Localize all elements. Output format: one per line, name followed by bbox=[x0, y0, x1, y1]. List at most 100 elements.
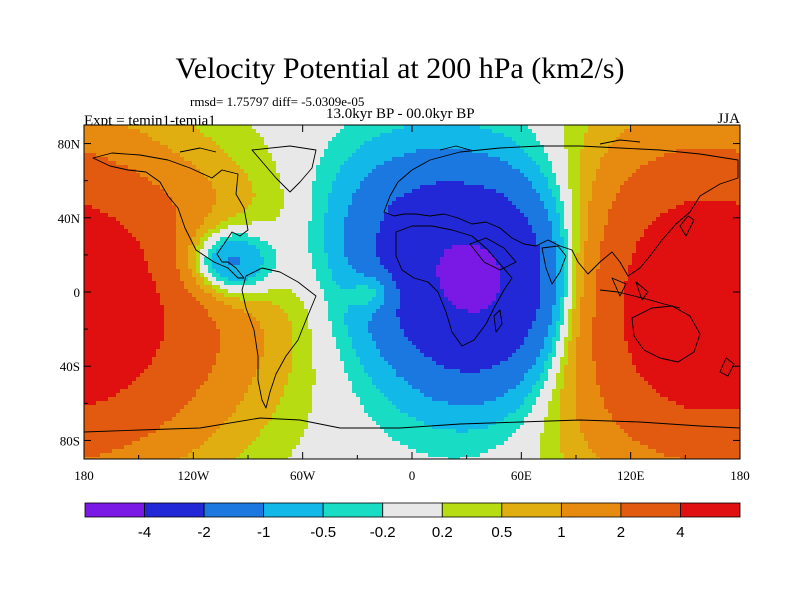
field-cell bbox=[128, 257, 133, 262]
field-cell bbox=[196, 277, 201, 282]
field-cell bbox=[120, 145, 125, 150]
field-cell bbox=[264, 305, 269, 310]
field-cell bbox=[124, 453, 129, 458]
field-cell bbox=[92, 201, 97, 206]
field-cell bbox=[264, 361, 269, 366]
field-cell bbox=[116, 329, 121, 334]
field-cell bbox=[200, 325, 205, 330]
field-cell bbox=[172, 345, 177, 350]
field-cell bbox=[196, 385, 201, 390]
field-cell bbox=[176, 153, 181, 158]
field-cell bbox=[296, 177, 301, 182]
field-cell bbox=[296, 345, 301, 350]
field-cell bbox=[184, 137, 189, 142]
field-cell bbox=[108, 317, 113, 322]
field-cell bbox=[232, 417, 237, 422]
field-cell bbox=[184, 129, 189, 134]
field-cell bbox=[164, 257, 169, 262]
field-cell bbox=[204, 337, 209, 342]
field-cell bbox=[312, 129, 317, 134]
field-cell bbox=[196, 153, 201, 158]
field-cell bbox=[96, 241, 101, 246]
field-cell bbox=[316, 377, 321, 382]
field-cell bbox=[208, 229, 213, 234]
field-cell bbox=[296, 253, 301, 258]
field-cell bbox=[252, 145, 257, 150]
field-cell bbox=[140, 213, 145, 218]
field-cell bbox=[224, 213, 229, 218]
field-cell bbox=[252, 157, 257, 162]
field-cell bbox=[276, 189, 281, 194]
field-cell bbox=[256, 173, 261, 178]
field-cell bbox=[152, 433, 157, 438]
field-cell bbox=[280, 213, 285, 218]
field-cell bbox=[248, 429, 253, 434]
field-cell bbox=[200, 345, 205, 350]
field-cell bbox=[256, 193, 261, 198]
field-cell bbox=[216, 309, 221, 314]
field-cell bbox=[304, 197, 309, 202]
field-cell bbox=[192, 241, 197, 246]
field-cell bbox=[88, 237, 93, 242]
field-cell bbox=[188, 149, 193, 154]
field-cell bbox=[212, 189, 217, 194]
field-cell bbox=[280, 261, 285, 266]
field-cell bbox=[132, 209, 137, 214]
field-cell bbox=[268, 365, 273, 370]
field-cell bbox=[184, 265, 189, 270]
field-cell bbox=[240, 141, 245, 146]
field-cell bbox=[124, 381, 129, 386]
field-cell bbox=[196, 333, 201, 338]
field-cell bbox=[304, 385, 309, 390]
field-cell bbox=[308, 353, 313, 358]
field-cell bbox=[304, 181, 309, 186]
field-cell bbox=[248, 205, 253, 210]
field-cell bbox=[156, 381, 161, 386]
field-cell bbox=[136, 241, 141, 246]
field-cell bbox=[104, 417, 109, 422]
field-cell bbox=[200, 313, 205, 318]
field-cell bbox=[156, 269, 161, 274]
field-cell bbox=[168, 301, 173, 306]
field-cell bbox=[112, 353, 117, 358]
field-cell bbox=[184, 233, 189, 238]
field-cell bbox=[192, 437, 197, 442]
field-cell bbox=[244, 133, 249, 138]
field-cell bbox=[204, 321, 209, 326]
field-cell bbox=[100, 357, 105, 362]
field-cell bbox=[180, 125, 185, 130]
field-cell bbox=[284, 277, 289, 282]
field-cell bbox=[260, 245, 265, 250]
field-cell bbox=[176, 357, 181, 362]
field-cell bbox=[112, 349, 117, 354]
field-cell bbox=[264, 205, 269, 210]
field-cell bbox=[132, 189, 137, 194]
field-cell bbox=[316, 381, 321, 386]
field-cell bbox=[132, 213, 137, 218]
field-cell bbox=[200, 281, 205, 286]
field-cell bbox=[96, 201, 101, 206]
field-cell bbox=[304, 305, 309, 310]
field-cell bbox=[164, 293, 169, 298]
field-cell bbox=[276, 153, 281, 158]
field-cell bbox=[92, 437, 97, 442]
field-cell bbox=[288, 421, 293, 426]
field-cell bbox=[244, 413, 249, 418]
field-cell bbox=[224, 389, 229, 394]
field-cell bbox=[292, 441, 297, 446]
field-cell bbox=[224, 225, 229, 230]
field-cell bbox=[92, 309, 97, 314]
field-cell bbox=[300, 385, 305, 390]
field-cell bbox=[188, 437, 193, 442]
field-cell bbox=[120, 197, 125, 202]
field-cell bbox=[108, 181, 113, 186]
field-cell bbox=[140, 421, 145, 426]
field-cell bbox=[300, 381, 305, 386]
field-cell bbox=[160, 297, 165, 302]
field-cell bbox=[316, 401, 321, 406]
field-cell bbox=[108, 245, 113, 250]
field-cell bbox=[216, 237, 221, 242]
field-cell bbox=[284, 325, 289, 330]
field-cell bbox=[224, 405, 229, 410]
field-cell bbox=[188, 313, 193, 318]
